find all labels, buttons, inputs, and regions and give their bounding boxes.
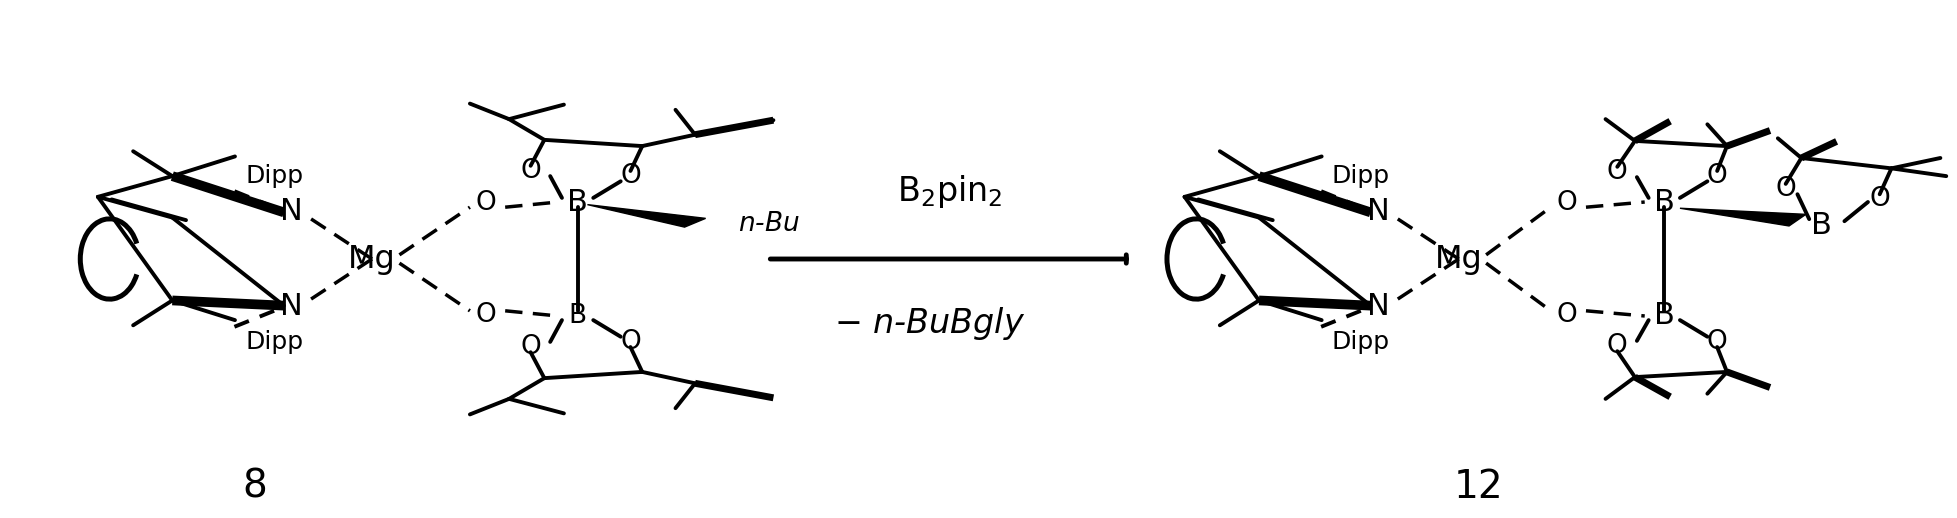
Text: 12: 12 — [1452, 468, 1503, 506]
Text: Mg: Mg — [1434, 243, 1481, 275]
Text: Dipp: Dipp — [245, 164, 303, 188]
Text: $-$ $n$-BuBgly: $-$ $n$-BuBgly — [834, 305, 1025, 342]
Polygon shape — [1679, 208, 1804, 226]
Text: O: O — [620, 163, 640, 189]
Text: N: N — [280, 292, 303, 321]
Text: 8: 8 — [243, 468, 266, 506]
Text: Dipp: Dipp — [1331, 330, 1389, 354]
Text: Dipp: Dipp — [1331, 164, 1389, 188]
Text: O: O — [1869, 186, 1889, 212]
Text: O: O — [620, 329, 640, 355]
Text: O: O — [1556, 302, 1575, 328]
Text: O: O — [476, 302, 495, 328]
Text: Dipp: Dipp — [245, 330, 303, 354]
Text: Mg: Mg — [348, 243, 395, 275]
Text: O: O — [1607, 159, 1626, 185]
Text: N: N — [1366, 197, 1389, 226]
Text: O: O — [1607, 333, 1626, 359]
Text: O: O — [1775, 176, 1795, 202]
Text: B$_2$pin$_2$: B$_2$pin$_2$ — [896, 173, 1002, 210]
Text: B: B — [568, 303, 587, 329]
Text: O: O — [1556, 190, 1575, 216]
Text: $n$-Bu: $n$-Bu — [738, 211, 800, 237]
Text: N: N — [1366, 292, 1389, 321]
Text: O: O — [521, 334, 540, 360]
Text: N: N — [280, 197, 303, 226]
Text: O: O — [1707, 329, 1726, 355]
Text: O: O — [476, 190, 495, 216]
Text: O: O — [1707, 163, 1726, 189]
Text: B: B — [1654, 188, 1673, 217]
Text: B: B — [568, 188, 587, 217]
Text: O: O — [521, 158, 540, 184]
Polygon shape — [587, 205, 705, 227]
Text: B: B — [1654, 301, 1673, 330]
Text: B: B — [1810, 211, 1830, 240]
